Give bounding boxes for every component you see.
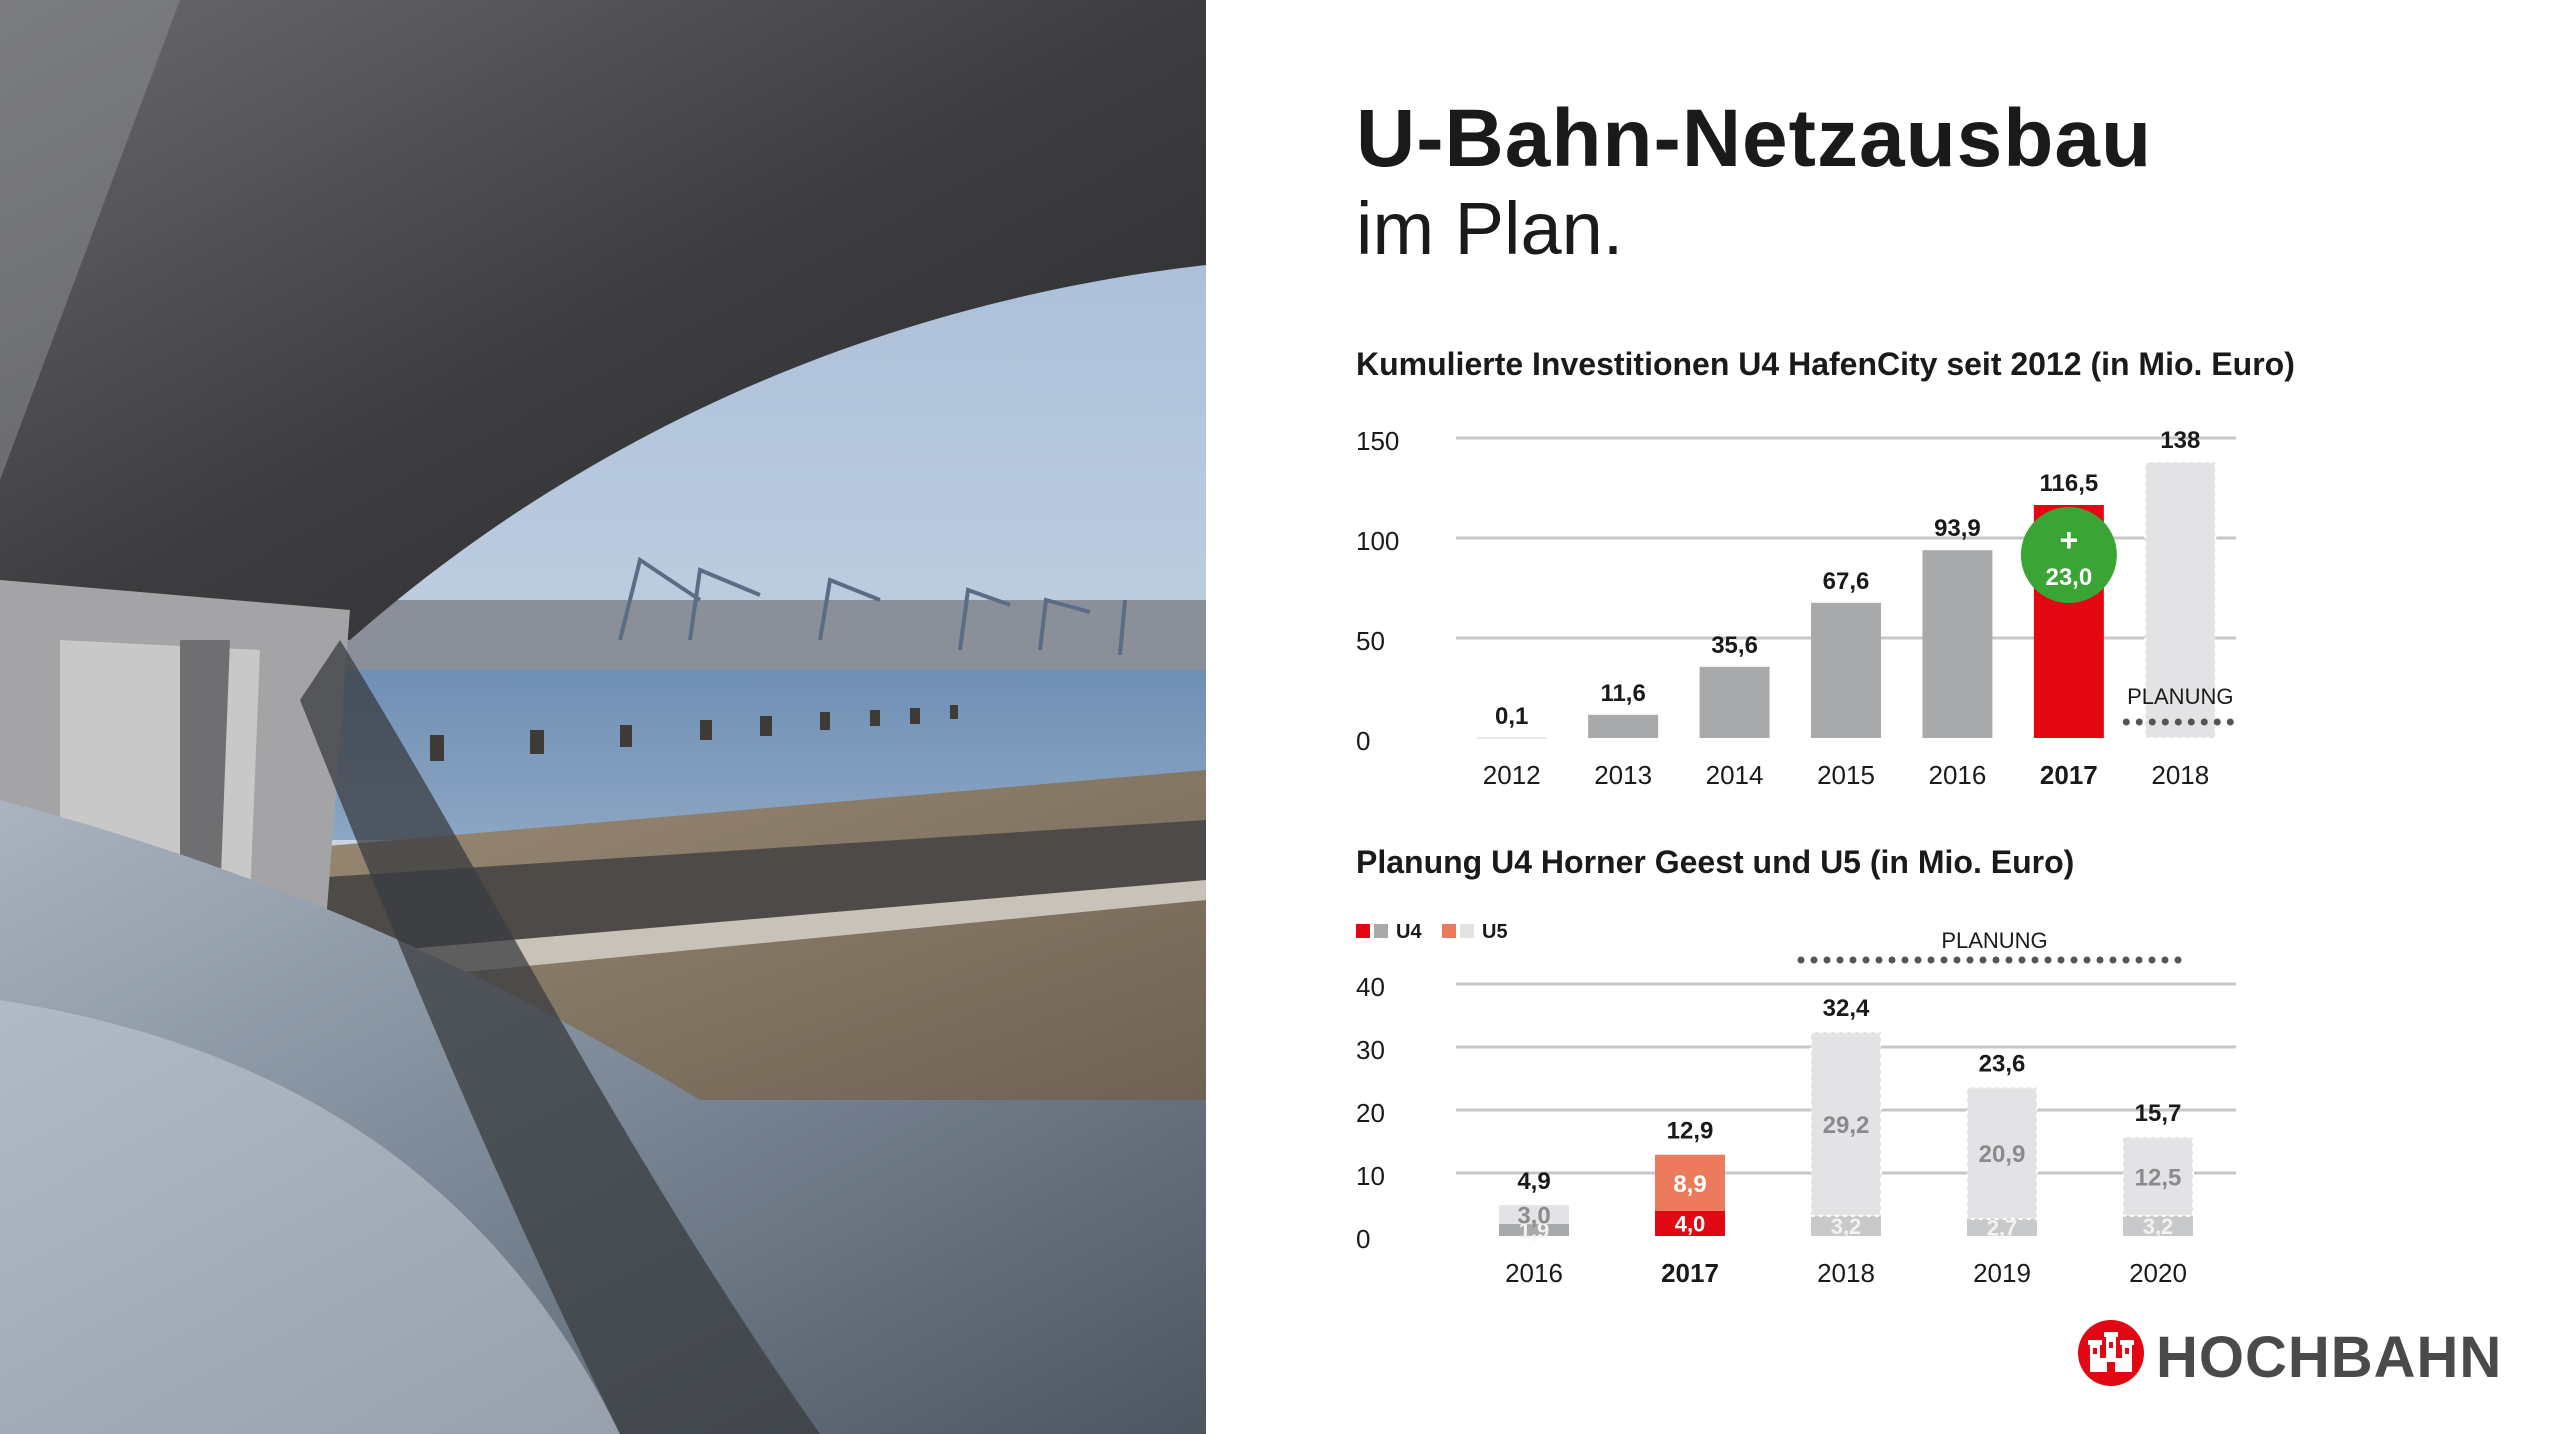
chart1-bar [1476,737,1547,739]
chart2-legend-swatch [1442,924,1456,938]
chart2-u4-label: 3,2 [2143,1214,2174,1239]
chart1-xtick-label: 2017 [2040,760,2098,790]
chart2-bar-u4 [1499,1224,1569,1236]
chart2-u4-label: 3,2 [1831,1214,1862,1239]
chart2-bar-u5 [1499,1205,1569,1225]
chart2-xtick-label: 2017 [1661,1258,1719,1288]
chart1-ytick-label: 150 [1356,426,1399,456]
logo-wordmark: HOCHBAHN [2156,1325,2503,1390]
chart1-planning-label: PLANUNG [2127,684,2233,709]
chart1-value-label: 116,5 [2039,470,2098,497]
page-subtitle: im Plan. [1356,187,1624,270]
chart1-bar [2144,461,2217,739]
chart2-bar-u4 [1811,1215,1881,1236]
chart2-bar-u5 [1655,1154,1725,1211]
chart2-u5-label: 3,0 [1517,1203,1550,1230]
chart1-increase-sign: + [2060,522,2079,558]
chart2-u5-label: 12,5 [2135,1164,2182,1191]
chart2-planning-label: PLANUNG [1941,928,2047,953]
hamburg-castle-icon [2078,1320,2144,1386]
chart1-value-label: 0,1 [1495,703,1528,730]
chart1-xtick-label: 2013 [1594,760,1652,790]
chart1-xtick-label: 2015 [1817,760,1875,790]
chart2-ytick-label: 20 [1356,1098,1385,1128]
chart2-ytick-label: 0 [1356,1224,1370,1254]
chart1-ytick-label: 50 [1356,626,1385,656]
chart1-xtick-label: 2018 [2151,760,2209,790]
chart2-legend-swatch [1356,924,1370,938]
chart2-bar-u4 [2123,1215,2193,1236]
chart2-xtick-label: 2016 [1505,1258,1563,1288]
chart2-u4-label: 4,0 [1675,1211,1706,1236]
chart2-legend-label: U5 [1482,921,1508,943]
chart1-ytick-label: 0 [1356,726,1370,756]
chart1-bar [1699,666,1770,738]
chart1-value-label: 11,6 [1600,680,1645,707]
chart2-bar-u5 [1966,1086,2038,1220]
chart2-legend-swatch [1460,924,1474,938]
chart1-xtick-label: 2014 [1706,760,1764,790]
chart2-total-label: 32,4 [1823,995,1870,1022]
chart1-bar [1922,550,1993,738]
chart2-planning-u4-u5: U4 U5 0 10 20 30 40 1,93,0 4,9 2016 4,0 8,9 12,9 2017… [1356,921,2236,1288]
chart2-u5-label: 8,9 [1673,1171,1706,1198]
chart2-u5-label: 20,9 [1979,1141,2026,1168]
chart1-value-label: 93,9 [1934,515,1981,542]
chart2-ytick-label: 40 [1356,972,1385,1002]
chart2-bar-u4 [1967,1218,2037,1236]
chart2-xtick-label: 2020 [2129,1258,2187,1288]
chart2-legend-label: U4 [1396,921,1422,943]
chart2-total-label: 4,9 [1517,1168,1550,1195]
chart1-value-label: 67,6 [1823,568,1870,595]
chart1-bar [1588,714,1659,738]
chart2-total-label: 23,6 [1979,1050,2026,1077]
chart1-ytick-label: 100 [1356,526,1399,556]
chart2-u4-label: 2,7 [1987,1215,2018,1240]
chart2-xtick-label: 2018 [1817,1258,1875,1288]
harbour-photo [0,0,1206,1434]
chart1-investment-u4-hafencity: 0 50 100 150 0,1 2012 11,6 2013 35,6 2014 67,6 2015… [1356,426,2238,790]
chart1-increase-badge [2020,507,2117,603]
hochbahn-logo: HOCHBAHN [2076,1318,2516,1398]
chart1-xtick-label: 2016 [1929,760,1987,790]
chart2-total-label: 12,9 [1667,1118,1714,1145]
content-panel: U-Bahn-Netzausbau im Plan. Kumulierte In… [1206,0,2560,1434]
chart2-ytick-label: 10 [1356,1161,1385,1191]
chart2-bar-u5 [1810,1030,1882,1217]
chart2-total-label: 15,7 [2135,1100,2182,1127]
chart2-u5-label: 29,2 [1823,1112,1870,1139]
chart1-title: Kumulierte Investitionen U4 HafenCity se… [1356,346,2295,382]
chart1-value-label: 138 [2160,427,2200,454]
chart1-bar [1811,602,1881,738]
chart2-legend-swatch [1374,924,1388,938]
page-title: U-Bahn-Netzausbau [1356,93,2153,184]
chart2-title: Planung U4 Horner Geest und U5 (in Mio. … [1356,844,2075,880]
chart2-u4-label: 1,9 [1519,1218,1550,1243]
chart2-xtick-label: 2019 [1973,1258,2031,1288]
chart1-xtick-label: 2012 [1483,760,1541,790]
chart2-bar-u4 [1655,1210,1725,1236]
chart1-value-label: 35,6 [1711,632,1758,659]
chart2-ytick-label: 30 [1356,1035,1385,1065]
chart2-bar-u5 [2122,1136,2194,1217]
chart1-increase-label: 23,0 [2045,564,2092,591]
